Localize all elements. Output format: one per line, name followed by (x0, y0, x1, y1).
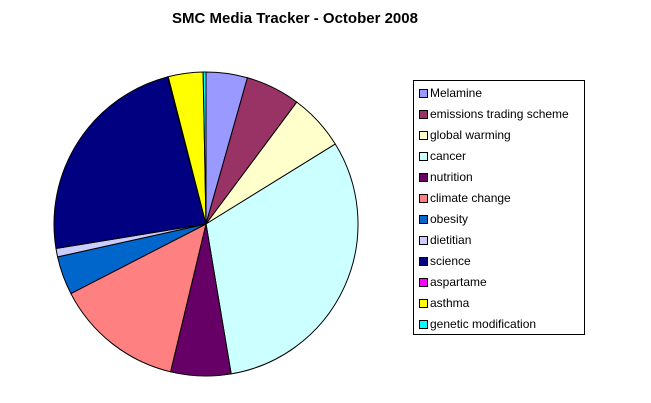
legend-label: genetic modification (430, 317, 536, 331)
pie-slice (205, 143, 359, 375)
legend-label: global warming (430, 128, 511, 142)
legend-swatch (419, 110, 428, 119)
legend-label: asthma (430, 296, 470, 310)
legend-swatch (419, 320, 428, 329)
legend-swatch (419, 173, 428, 182)
legend-box (413, 80, 585, 335)
legend-label: nutrition (430, 170, 473, 184)
legend-label: aspartame (430, 275, 487, 289)
pie-slice (53, 76, 207, 250)
legend-swatch (419, 278, 428, 287)
legend-swatch (419, 152, 428, 161)
pie-slice (70, 223, 207, 373)
legend-swatch (419, 194, 428, 203)
legend-label: science (430, 254, 471, 268)
legend-swatch (419, 89, 428, 98)
legend-label: obesity (430, 212, 468, 226)
legend-swatch (419, 257, 428, 266)
pie-slice (202, 71, 207, 225)
legend-label: Melamine (430, 86, 482, 100)
legend-swatch (419, 299, 428, 308)
legend-label: cancer (430, 149, 466, 163)
legend-swatch (419, 215, 428, 224)
legend-label: dietitian (430, 233, 471, 247)
legend-swatch (419, 131, 428, 140)
legend-label: emissions trading scheme (430, 107, 569, 121)
legend-label: climate change (430, 191, 511, 205)
legend-swatch (419, 236, 428, 245)
chart-title: SMC Media Tracker - October 2008 (172, 10, 418, 27)
